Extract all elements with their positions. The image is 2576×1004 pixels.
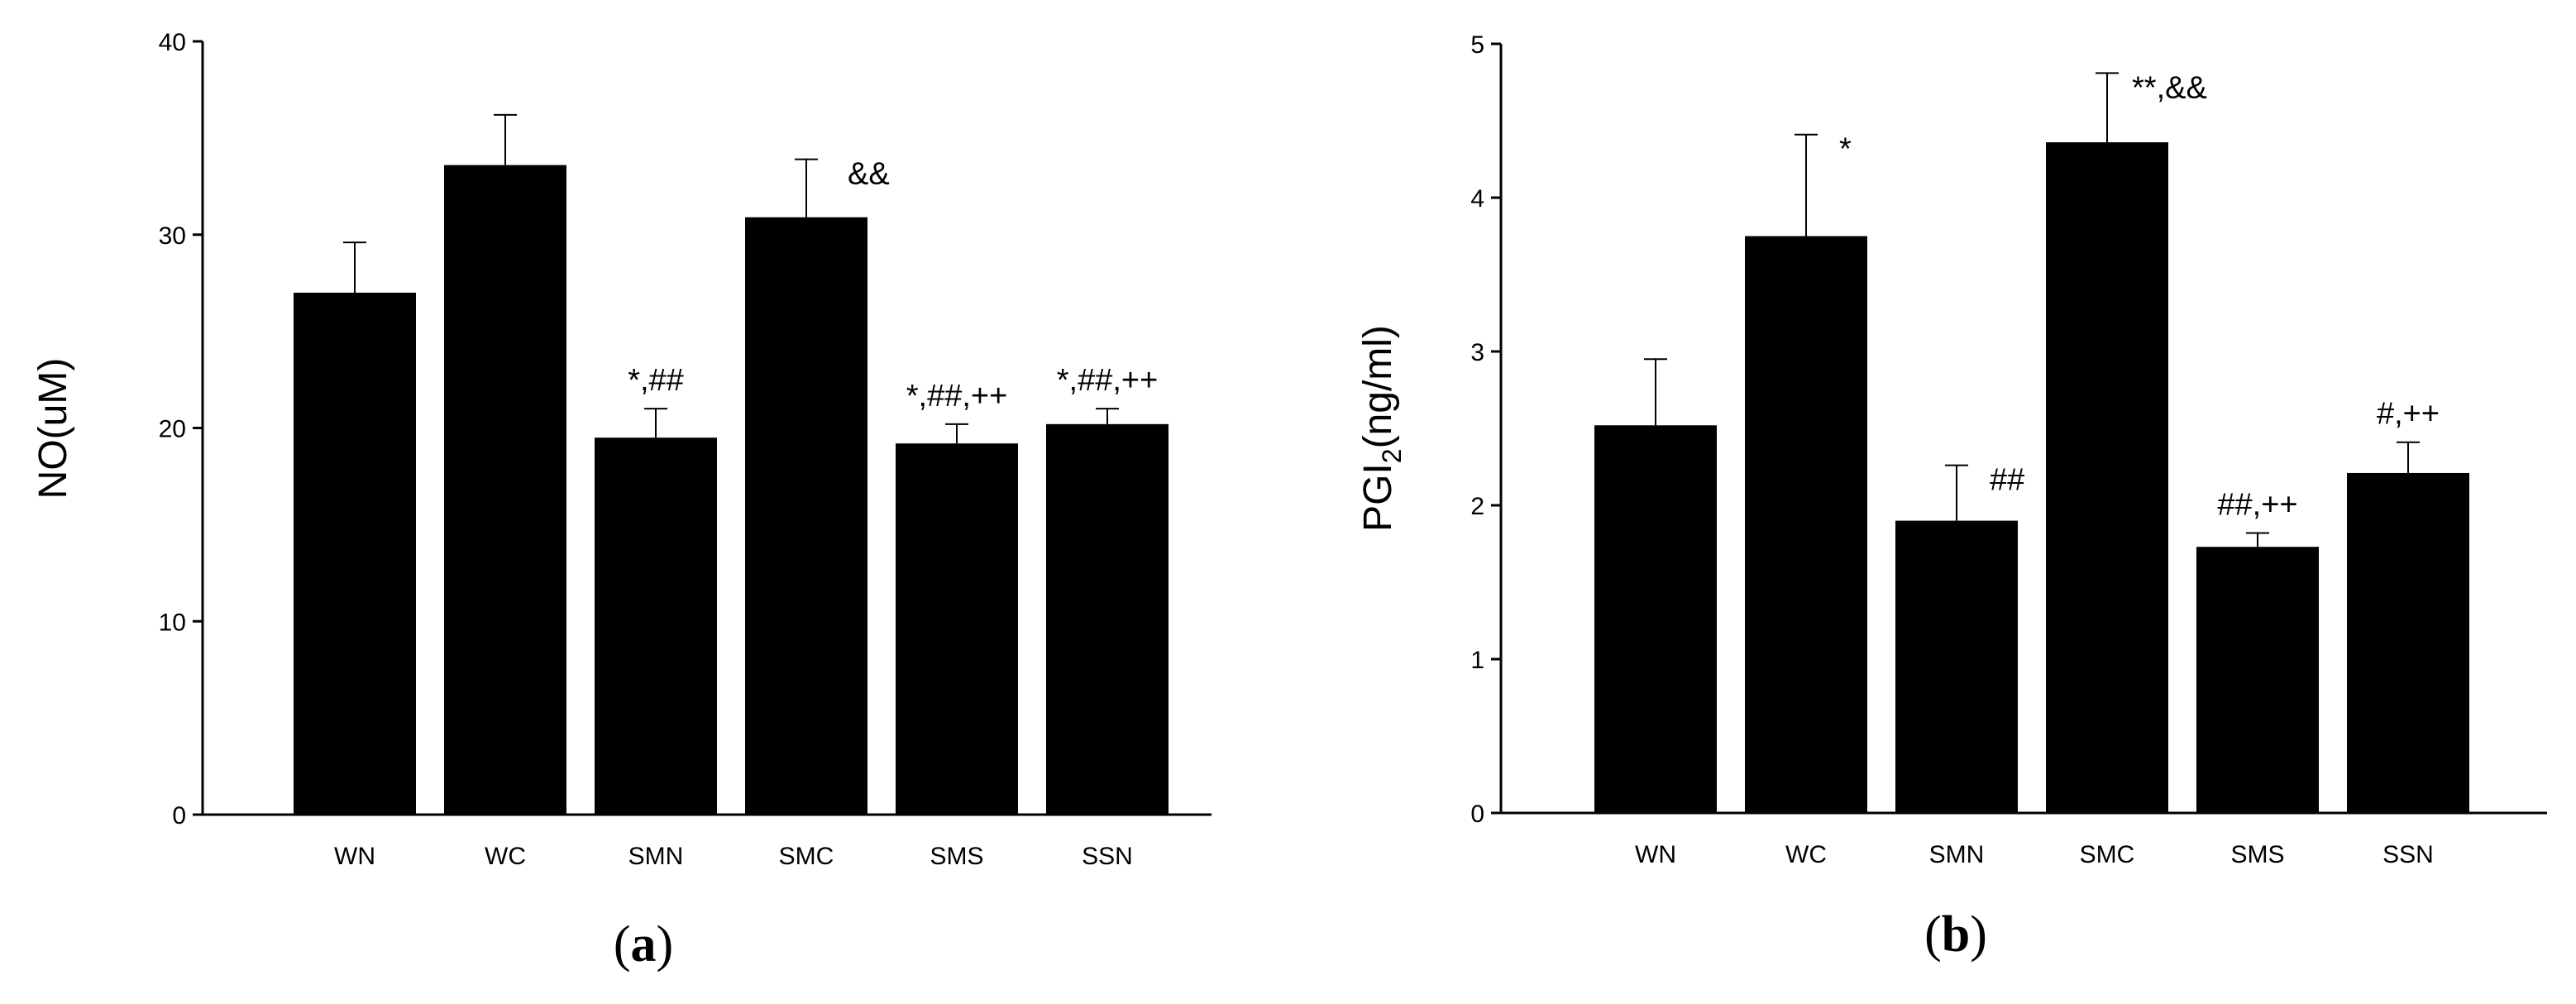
significance-annotation: **,&& <box>2132 70 2207 105</box>
significance-annotation: #,++ <box>2377 397 2440 432</box>
y-tick-label: 30 <box>159 222 186 250</box>
panel-b-label: (b) <box>1924 906 1987 963</box>
bar-wn <box>1594 425 1717 813</box>
y-tick-label: 3 <box>1470 339 1484 366</box>
panel-b-bars <box>1594 142 2469 814</box>
bar-sms <box>2196 547 2319 813</box>
panel-a-bars <box>294 165 1169 815</box>
panel-a-label: (a) <box>614 916 673 973</box>
x-tick-label: SSN <box>2382 841 2434 868</box>
y-tick-label: 0 <box>172 802 186 829</box>
bar-ssn <box>1046 423 1169 815</box>
panel-a-x-tick-labels: WN WC SMN SMC SMS SSN <box>334 843 1133 870</box>
x-tick-label: SMN <box>1929 841 1985 868</box>
significance-annotation: *,##,++ <box>906 379 1008 414</box>
y-tick-label: 10 <box>159 609 186 636</box>
panel-a: NO(uM) 0 10 20 30 40 WN WC SMN SMC SMS SSN *,## &&… <box>31 29 1212 973</box>
panel-b-y-ticks: 0 1 2 3 4 5 <box>1470 31 1501 828</box>
significance-annotation: *,##,++ <box>1057 363 1159 398</box>
significance-annotation: && <box>848 157 890 192</box>
y-tick-label: 0 <box>1470 801 1484 828</box>
x-tick-label: SMC <box>779 843 834 870</box>
panel-b-annotations: * ## **,&& ##,++ #,++ <box>1839 70 2440 522</box>
bar-sms <box>896 443 1018 815</box>
y-tick-label: 1 <box>1470 647 1484 674</box>
y-tick-label: 5 <box>1470 31 1484 59</box>
bar-wc <box>444 165 566 815</box>
bar-smn <box>1895 520 2018 813</box>
y-tick-label: 20 <box>159 416 186 443</box>
panel-b-error-bars <box>1644 72 2420 547</box>
x-tick-label: WC <box>1785 841 1827 868</box>
x-tick-label: SMC <box>2080 841 2135 868</box>
panel-b-letter: b <box>1942 906 1970 963</box>
y-tick-label: 2 <box>1470 493 1484 520</box>
significance-annotation: ##,++ <box>2217 487 2297 522</box>
significance-annotation: * <box>1839 132 1852 167</box>
panel-a-y-axis-label: NO(uM) <box>31 358 75 500</box>
bar-wc <box>1745 236 1867 813</box>
x-tick-label: SMS <box>930 843 983 870</box>
y-tick-label: 40 <box>159 29 186 56</box>
panel-a-error-bars <box>343 113 1119 444</box>
panel-b-y-axis-label: PGI2(ng/ml) <box>1356 325 1407 532</box>
bar-ssn <box>2347 472 2469 813</box>
x-tick-label: SSN <box>1082 843 1133 870</box>
panel-b-y-label-main: PGI <box>1356 463 1400 532</box>
bar-wn <box>294 292 416 815</box>
significance-annotation: ## <box>1990 463 2024 498</box>
x-tick-label: WN <box>1635 841 1676 868</box>
x-tick-label: WN <box>334 843 375 870</box>
bar-smc <box>2046 142 2168 814</box>
significance-annotation: *,## <box>628 363 684 398</box>
panel-a-annotations: *,## && *,##,++ *,##,++ <box>628 157 1158 414</box>
bar-smc <box>745 217 867 815</box>
panel-b-x-tick-labels: WN WC SMN SMC SMS SSN <box>1635 841 2434 868</box>
x-tick-label: SMS <box>2230 841 2284 868</box>
panel-b-y-label-sub: 2 <box>1377 448 1407 463</box>
y-tick-label: 4 <box>1470 185 1484 213</box>
x-tick-label: WC <box>485 843 526 870</box>
panel-a-letter: a <box>631 916 657 973</box>
panel-a-y-ticks: 0 10 20 30 40 <box>159 29 203 829</box>
x-tick-label: SMN <box>628 843 684 870</box>
bar-smn <box>595 437 717 815</box>
panel-b-y-label-rest: (ng/ml) <box>1356 325 1400 448</box>
